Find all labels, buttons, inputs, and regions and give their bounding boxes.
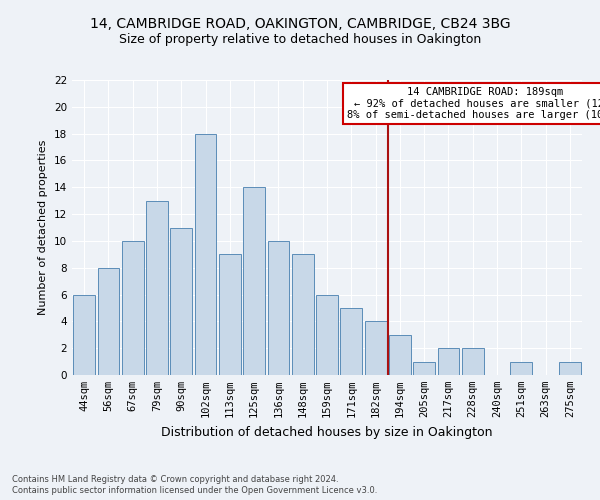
Bar	[365, 322, 386, 375]
Text: 14 CAMBRIDGE ROAD: 189sqm
← 92% of detached houses are smaller (121)
8% of semi-: 14 CAMBRIDGE ROAD: 189sqm ← 92% of detac…	[347, 86, 600, 120]
Bar	[194, 134, 217, 375]
Text: Contains public sector information licensed under the Open Government Licence v3: Contains public sector information licen…	[12, 486, 377, 495]
Bar	[219, 254, 241, 375]
Bar	[340, 308, 362, 375]
Bar	[559, 362, 581, 375]
Text: 14, CAMBRIDGE ROAD, OAKINGTON, CAMBRIDGE, CB24 3BG: 14, CAMBRIDGE ROAD, OAKINGTON, CAMBRIDGE…	[89, 18, 511, 32]
Text: Contains HM Land Registry data © Crown copyright and database right 2024.: Contains HM Land Registry data © Crown c…	[12, 475, 338, 484]
Bar	[462, 348, 484, 375]
Bar	[316, 294, 338, 375]
Bar	[268, 241, 289, 375]
Y-axis label: Number of detached properties: Number of detached properties	[38, 140, 49, 315]
Bar	[413, 362, 435, 375]
Bar	[292, 254, 314, 375]
Bar	[389, 335, 411, 375]
X-axis label: Distribution of detached houses by size in Oakington: Distribution of detached houses by size …	[161, 426, 493, 438]
Bar	[437, 348, 460, 375]
Text: Size of property relative to detached houses in Oakington: Size of property relative to detached ho…	[119, 32, 481, 46]
Bar	[122, 241, 143, 375]
Bar	[170, 228, 192, 375]
Bar	[146, 200, 168, 375]
Bar	[511, 362, 532, 375]
Bar	[243, 188, 265, 375]
Bar	[73, 294, 95, 375]
Bar	[97, 268, 119, 375]
